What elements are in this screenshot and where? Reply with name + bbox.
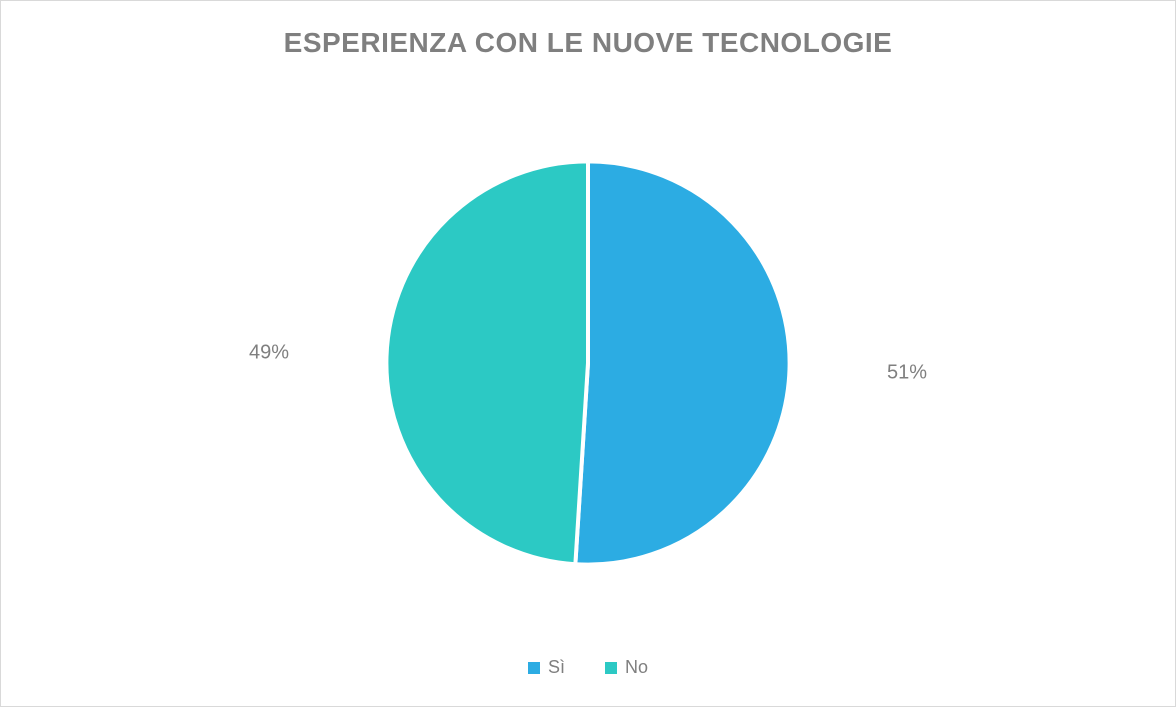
pie-wrap: 51%49% <box>378 153 798 573</box>
legend-swatch-icon <box>605 662 617 674</box>
legend-item-sì: Sì <box>528 657 565 678</box>
legend-swatch-icon <box>528 662 540 674</box>
legend-label: No <box>625 657 648 678</box>
legend-item-no: No <box>605 657 648 678</box>
legend-label: Sì <box>548 657 565 678</box>
pie-slice-sì <box>575 161 789 564</box>
legend: Sì No <box>528 657 648 678</box>
pie-chart <box>378 153 798 573</box>
slice-label-no: 49% <box>249 341 289 364</box>
chart-frame: ESPERIENZA CON LE NUOVE TECNOLOGIE 51% 49… <box>0 0 1176 707</box>
pie-slice-no <box>386 161 588 564</box>
chart-title: ESPERIENZA CON LE NUOVE TECNOLOGIE <box>284 27 893 59</box>
slice-label-sì: 51% <box>887 362 927 385</box>
plot-area: 51% 49% <box>31 87 1145 639</box>
